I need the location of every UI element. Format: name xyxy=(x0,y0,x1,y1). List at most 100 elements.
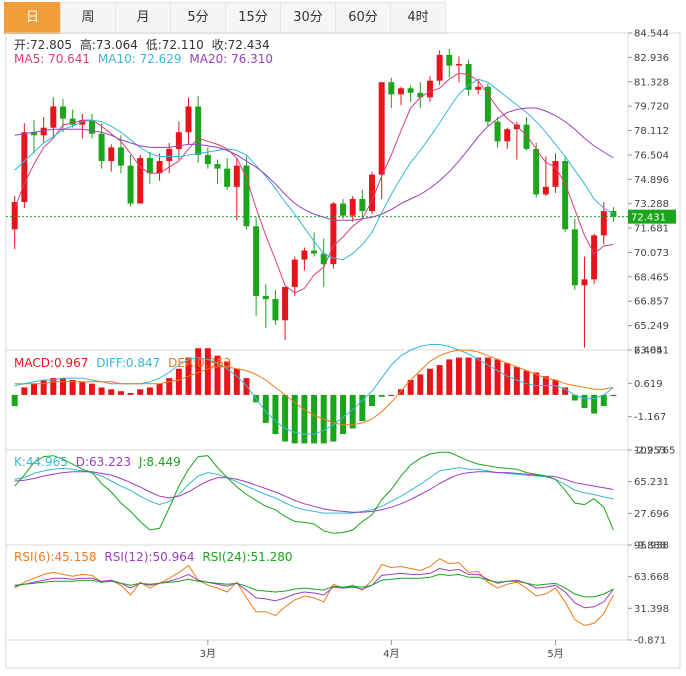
kdj-axis-tick-label-1: 65.231 xyxy=(634,477,669,488)
candle-19 xyxy=(195,95,202,163)
period-tabs: 日 周 月 5分 15分 30分 60分 4时 xyxy=(4,2,446,34)
tab-day[interactable]: 日 xyxy=(4,2,61,34)
ma10-line xyxy=(14,78,614,261)
macd-bar-52 xyxy=(513,366,520,395)
macd-bar-38 xyxy=(378,394,385,397)
tab-month[interactable]: 月 xyxy=(115,2,171,34)
candle-body-53 xyxy=(523,124,530,149)
candle-40 xyxy=(397,86,404,105)
candle-30 xyxy=(301,247,308,271)
candle-58 xyxy=(571,218,578,290)
macd-bar-33 xyxy=(330,394,337,442)
macd-bar-43 xyxy=(426,368,433,395)
macd-bar-46 xyxy=(455,357,462,395)
macd-bar-28 xyxy=(282,394,289,442)
candle-47 xyxy=(465,59,472,96)
price-axis-tick-label-7: 73.288 xyxy=(634,199,669,210)
candle-12 xyxy=(127,154,134,207)
low-value: 低:72.110 xyxy=(145,38,204,52)
candle-1 xyxy=(21,123,28,209)
ma5-line xyxy=(14,72,614,294)
candle-53 xyxy=(523,117,530,151)
candle-31 xyxy=(311,232,318,257)
candle-22 xyxy=(224,158,231,190)
kdj-axis-tick-label-0: 102.765 xyxy=(634,446,675,457)
d-value: D:63.223 xyxy=(75,455,132,469)
x-tick-label-2: 5月 xyxy=(547,648,563,660)
candle-body-22 xyxy=(224,168,231,187)
candle-body-46 xyxy=(455,63,462,66)
candle-54 xyxy=(533,142,540,198)
open-value: 开:72.805 xyxy=(14,38,73,52)
macd-bar-57 xyxy=(562,387,569,395)
candle-body-0 xyxy=(11,202,18,230)
candle-body-37 xyxy=(369,174,376,212)
candle-body-28 xyxy=(282,286,289,321)
candle-body-55 xyxy=(542,186,549,195)
candle-52 xyxy=(513,121,520,160)
kdj-legend: K:44.965 D:63.223 J:8.449 xyxy=(14,455,185,469)
macd-bar-10 xyxy=(108,389,115,395)
macd-bar-6 xyxy=(69,379,76,395)
macd-bar-30 xyxy=(301,394,308,444)
macd-bar-13 xyxy=(137,389,144,395)
ma10-value: MA10: 72.629 xyxy=(97,52,182,66)
tab-15min[interactable]: 15分 xyxy=(225,2,281,34)
macd-value: MACD:0.967 xyxy=(14,356,89,370)
macd-bar-44 xyxy=(436,365,443,395)
candle-32 xyxy=(320,238,327,287)
rsi-axis-tick-label-0: 95.938 xyxy=(634,541,669,552)
tab-30min[interactable]: 30分 xyxy=(280,2,336,34)
macd-bar-40 xyxy=(397,389,404,395)
macd-bar-37 xyxy=(369,394,376,407)
macd-bar-60 xyxy=(591,394,598,414)
price-axis-tick-label-12: 65.249 xyxy=(634,321,669,332)
candle-body-24 xyxy=(243,165,250,227)
candle-body-19 xyxy=(195,106,202,155)
macd-bar-0 xyxy=(11,394,18,407)
candle-20 xyxy=(204,147,211,169)
k-value: K:44.965 xyxy=(14,455,68,469)
macd-bar-1 xyxy=(21,387,28,395)
tab-60min[interactable]: 60分 xyxy=(335,2,391,34)
candle-body-47 xyxy=(465,63,472,90)
candle-body-27 xyxy=(272,299,279,321)
macd-bar-19 xyxy=(195,348,202,395)
candle-9 xyxy=(98,123,105,169)
kdj-axis-tick-label-3: -9.838 xyxy=(634,541,666,552)
macd-bar-54 xyxy=(533,372,540,395)
candle-37 xyxy=(369,171,376,215)
candle-39 xyxy=(388,77,395,108)
candle-26 xyxy=(262,283,269,328)
candle-body-17 xyxy=(175,132,182,149)
macd-axis-tick-label-3: -2.953 xyxy=(634,446,666,457)
candle-body-56 xyxy=(552,161,559,187)
rsi24-line xyxy=(14,573,614,598)
macd-bar-48 xyxy=(475,357,482,395)
candle-body-40 xyxy=(397,88,404,95)
macd-bar-61 xyxy=(600,394,607,407)
candle-34 xyxy=(340,198,347,219)
macd-bar-11 xyxy=(117,391,124,395)
macd-bar-26 xyxy=(262,394,269,423)
candle-body-21 xyxy=(214,164,221,169)
candle-51 xyxy=(504,127,511,149)
macd-bar-42 xyxy=(417,374,424,395)
macd-bar-47 xyxy=(465,357,472,395)
x-tick-label-1: 4月 xyxy=(383,648,399,660)
candle-body-54 xyxy=(533,148,540,195)
macd-bar-12 xyxy=(127,393,134,395)
candle-body-42 xyxy=(417,92,424,98)
candle-body-31 xyxy=(311,250,318,254)
kdj-j-line xyxy=(14,451,614,534)
price-axis-tick-label-1: 82.936 xyxy=(634,53,669,64)
candle-body-6 xyxy=(69,118,76,125)
macd-bar-4 xyxy=(50,378,57,395)
rsi12-line xyxy=(14,567,614,609)
candle-body-59 xyxy=(581,279,588,286)
candle-body-43 xyxy=(426,80,433,98)
macd-bar-36 xyxy=(359,394,366,422)
candle-body-30 xyxy=(301,250,308,260)
candle-48 xyxy=(475,79,482,95)
